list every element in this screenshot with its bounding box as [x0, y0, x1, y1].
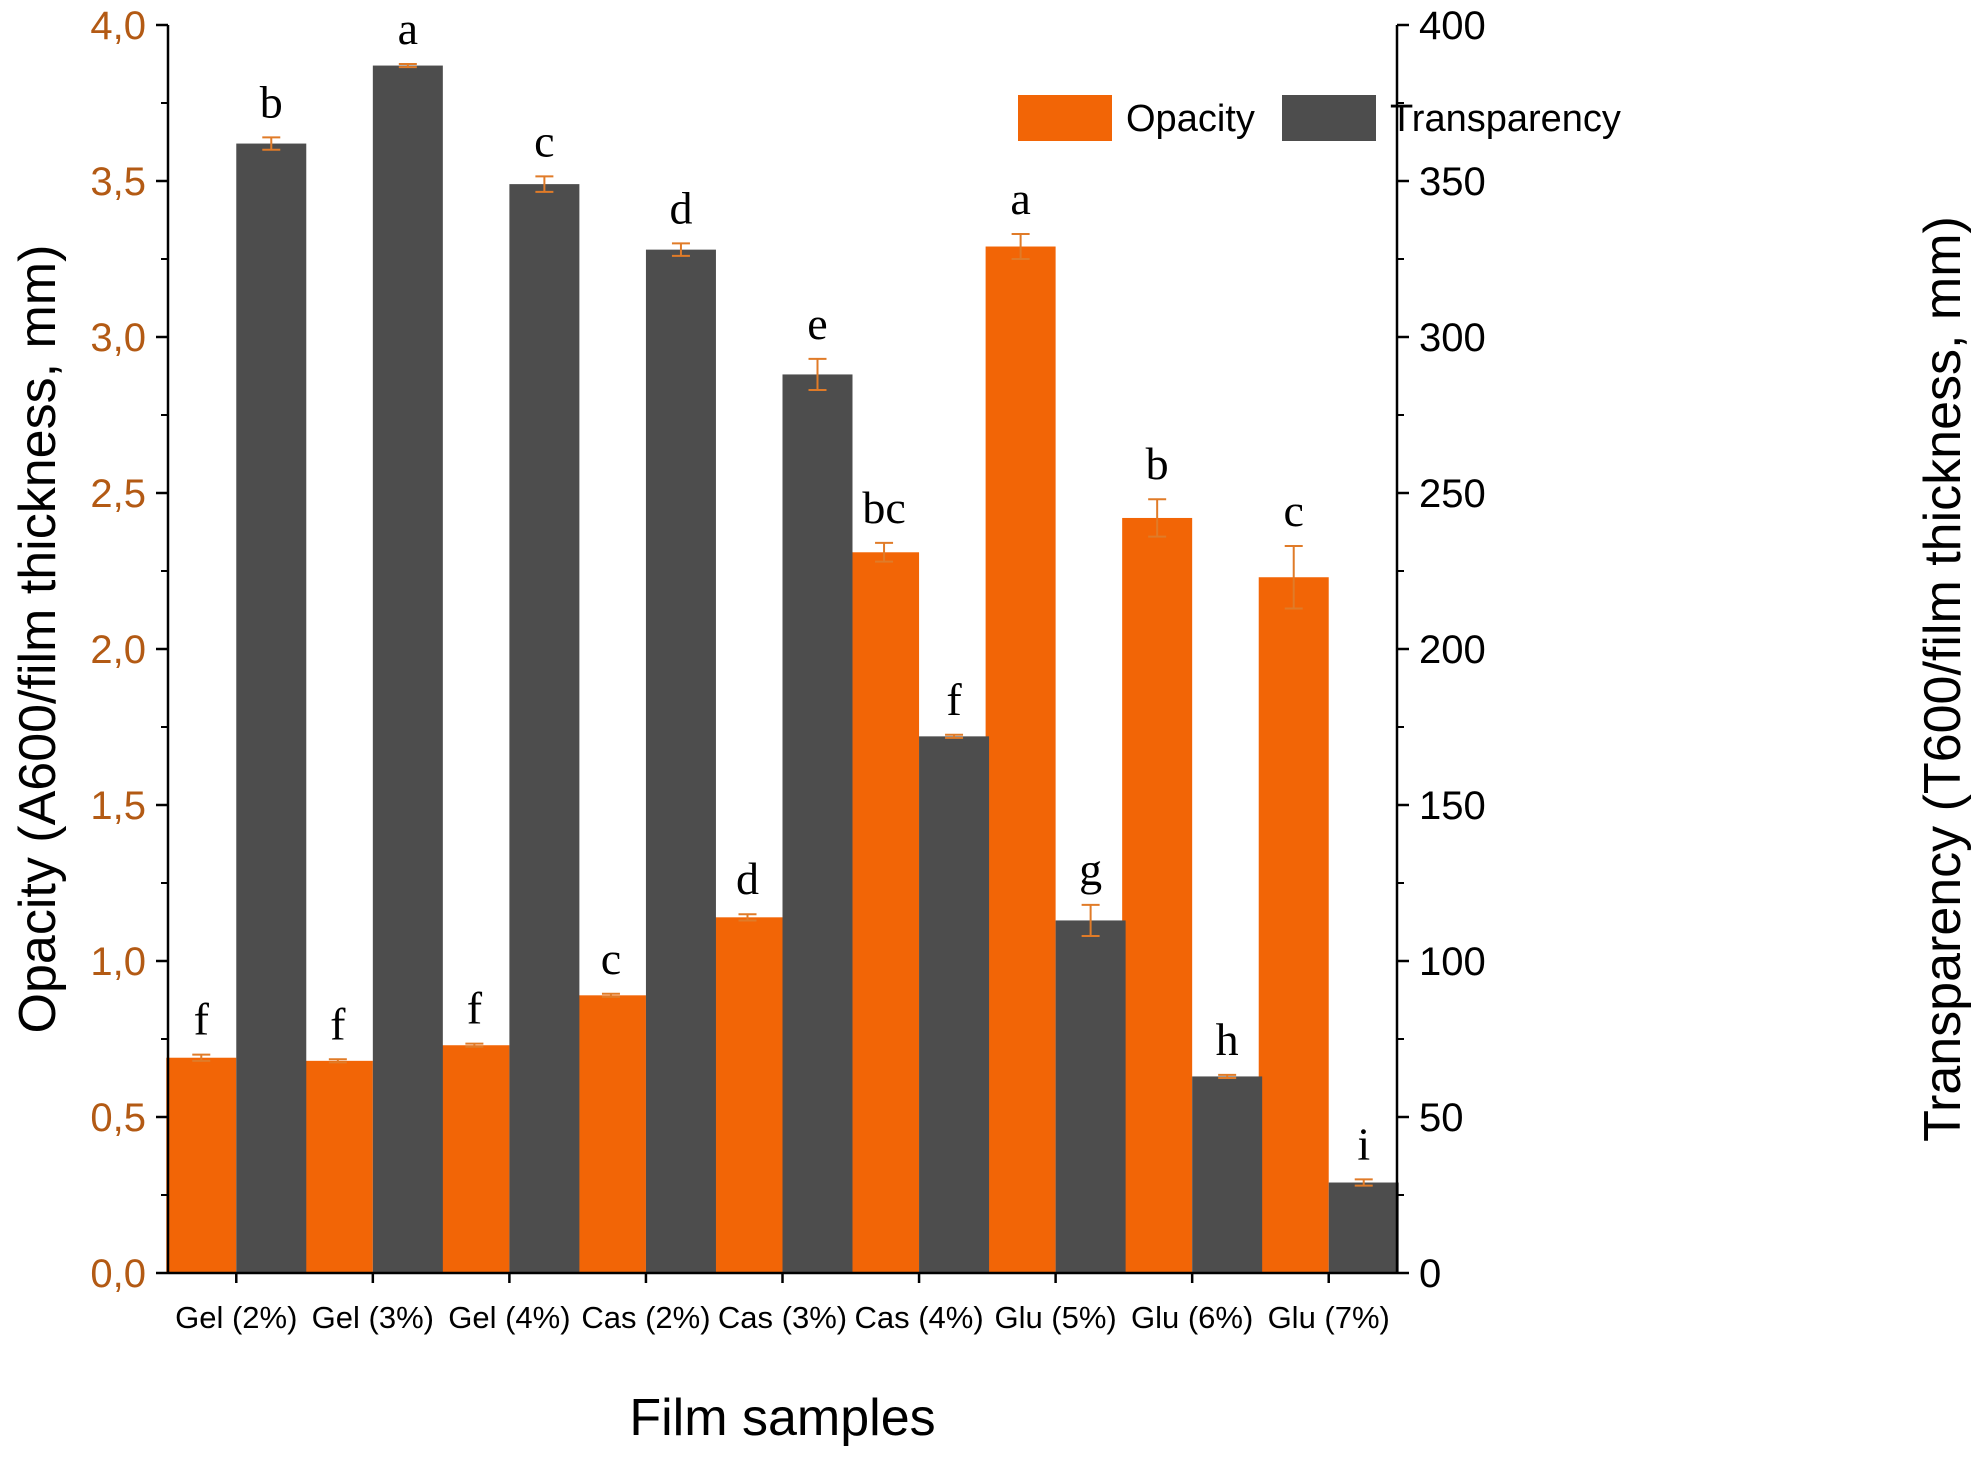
right-tick-label-3: 150: [1419, 784, 1486, 828]
left-tick-label-6: 3,0: [90, 316, 146, 360]
category-label-3: Cas (2%): [581, 1300, 710, 1335]
left-tick-label-8: 4,0: [90, 4, 146, 48]
significance-letter-opacity-5: bc: [862, 482, 905, 533]
bar-transparency-5: [919, 736, 990, 1273]
category-label-6: Glu (5%): [994, 1300, 1116, 1335]
error-bar-opacity-5: [875, 541, 894, 563]
bar-opacity-8: [1258, 577, 1329, 1273]
bar-opacity-4: [712, 917, 783, 1273]
bar-transparency-3: [645, 249, 716, 1273]
bar-opacity-5: [849, 552, 920, 1273]
bar-opacity-7: [1122, 517, 1193, 1273]
significance-letter-opacity-0: f: [194, 994, 210, 1045]
right-tick-label-2: 100: [1419, 940, 1486, 984]
left-tick-label-3: 1,5: [90, 784, 146, 828]
significance-letter-transparency-2: c: [534, 115, 554, 166]
right-tick-label-4: 200: [1419, 628, 1486, 672]
significance-letter-transparency-6: g: [1079, 844, 1102, 895]
significance-letter-transparency-3: d: [669, 182, 692, 233]
bar-transparency-7: [1192, 1076, 1263, 1273]
significance-letter-transparency-0: b: [260, 76, 283, 127]
error-bar-opacity-7: [1148, 498, 1167, 538]
significance-letter-opacity-7: b: [1146, 438, 1169, 489]
significance-letter-opacity-6: a: [1010, 173, 1030, 224]
error-bar-transparency-6: [1081, 903, 1100, 938]
right-tick-label-8: 400: [1419, 4, 1486, 48]
right-tick-label-1: 50: [1419, 1096, 1464, 1140]
error-bar-opacity-1: [328, 1058, 347, 1064]
bar-opacity-1: [302, 1060, 373, 1273]
error-bar-transparency-0: [262, 136, 281, 151]
error-bar-opacity-8: [1284, 545, 1303, 610]
bar-transparency-8: [1328, 1182, 1399, 1273]
error-bar-transparency-7: [1218, 1073, 1237, 1079]
category-label-2: Gel (4%): [448, 1300, 570, 1335]
category-label-4: Cas (3%): [718, 1300, 847, 1335]
error-bar-opacity-4: [738, 913, 757, 922]
error-bar-opacity-3: [601, 992, 620, 998]
legend-swatch-opacity: [1018, 95, 1112, 141]
left-tick-label-2: 1,0: [90, 940, 146, 984]
significance-letter-opacity-1: f: [330, 998, 346, 1049]
left-tick-label-7: 3,5: [90, 160, 146, 204]
bar-opacity-3: [575, 995, 646, 1273]
significance-letter-opacity-3: c: [601, 933, 621, 984]
significance-letter-transparency-8: i: [1357, 1118, 1370, 1169]
legend-label-transparency: Transparency: [1390, 98, 1621, 140]
bar-opacity-6: [985, 246, 1056, 1273]
error-bar-transparency-4: [808, 357, 827, 392]
left-tick-label-0: 0,0: [90, 1252, 146, 1296]
error-bar-transparency-5: [945, 733, 964, 739]
right-tick-label-5: 250: [1419, 472, 1486, 516]
error-bar-opacity-6: [1011, 233, 1030, 260]
bar-transparency-4: [782, 374, 853, 1273]
significance-letter-opacity-4: d: [736, 853, 759, 904]
significance-letter-transparency-1: a: [398, 3, 418, 54]
error-bar-transparency-8: [1354, 1178, 1373, 1187]
category-label-0: Gel (2%): [175, 1300, 297, 1335]
significance-letter-opacity-8: c: [1284, 485, 1304, 536]
error-bar-opacity-0: [192, 1053, 211, 1062]
chart-axes: 0,0 0,5 1,0 1,5 2,0 2,5 3,0 3,5 4,0 0 50 100 150 200 2…: [90, 4, 1485, 1335]
error-bar-transparency-2: [535, 175, 554, 193]
left-tick-label-4: 2,0: [90, 628, 146, 672]
error-bar-transparency-3: [671, 242, 690, 257]
bar-opacity-0: [166, 1057, 237, 1273]
legend-label-opacity: Opacity: [1126, 98, 1255, 140]
category-label-7: Glu (6%): [1131, 1300, 1253, 1335]
x-axis-title: Film samples: [629, 1389, 935, 1447]
category-label-8: Glu (7%): [1268, 1300, 1390, 1335]
bar-transparency-6: [1055, 920, 1126, 1273]
bar-transparency-2: [509, 184, 580, 1273]
legend-swatch-transparency: [1282, 95, 1376, 141]
significance-letter-transparency-4: e: [807, 298, 827, 349]
chart-legend: Opacity Transparency: [1018, 95, 1621, 141]
error-bar-opacity-2: [465, 1042, 484, 1048]
category-label-1: Gel (3%): [312, 1300, 434, 1335]
bar-opacity-2: [439, 1045, 510, 1273]
chart-marks: [166, 63, 1399, 1273]
left-axis-title: Opacity (A600/film thickness, mm): [9, 245, 67, 1034]
significance-letter-opacity-2: f: [467, 983, 483, 1034]
left-tick-label-5: 2,5: [90, 472, 146, 516]
significance-letter-transparency-5: f: [946, 674, 962, 725]
right-tick-label-7: 350: [1419, 160, 1486, 204]
error-bar-transparency-1: [398, 63, 417, 69]
right-tick-label-6: 300: [1419, 316, 1486, 360]
right-tick-label-0: 0: [1419, 1252, 1441, 1296]
right-axis-title: Transparency (T600/film thickness, mm): [1914, 216, 1972, 1142]
significance-letter-transparency-7: h: [1216, 1014, 1239, 1065]
bar-transparency-1: [372, 65, 443, 1273]
left-tick-label-1: 0,5: [90, 1096, 146, 1140]
category-label-5: Cas (4%): [854, 1300, 983, 1335]
bar-transparency-0: [236, 143, 307, 1273]
